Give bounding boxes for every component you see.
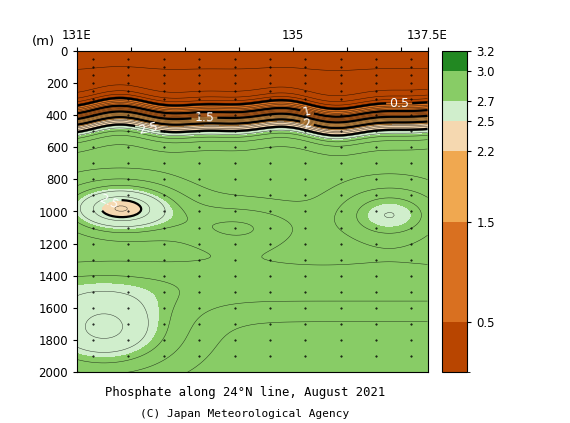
Text: 2.5: 2.5	[97, 192, 120, 212]
Text: 2.5: 2.5	[137, 121, 159, 137]
Text: 1: 1	[302, 104, 312, 119]
Text: 0.5: 0.5	[389, 97, 409, 110]
Text: (C) Japan Meteorological Agency: (C) Japan Meteorological Agency	[140, 409, 350, 419]
Text: 2: 2	[302, 116, 312, 130]
Text: Phosphate along 24°N line, August 2021: Phosphate along 24°N line, August 2021	[105, 385, 385, 398]
Text: 1.5: 1.5	[194, 111, 214, 124]
Text: (m): (m)	[31, 35, 55, 47]
